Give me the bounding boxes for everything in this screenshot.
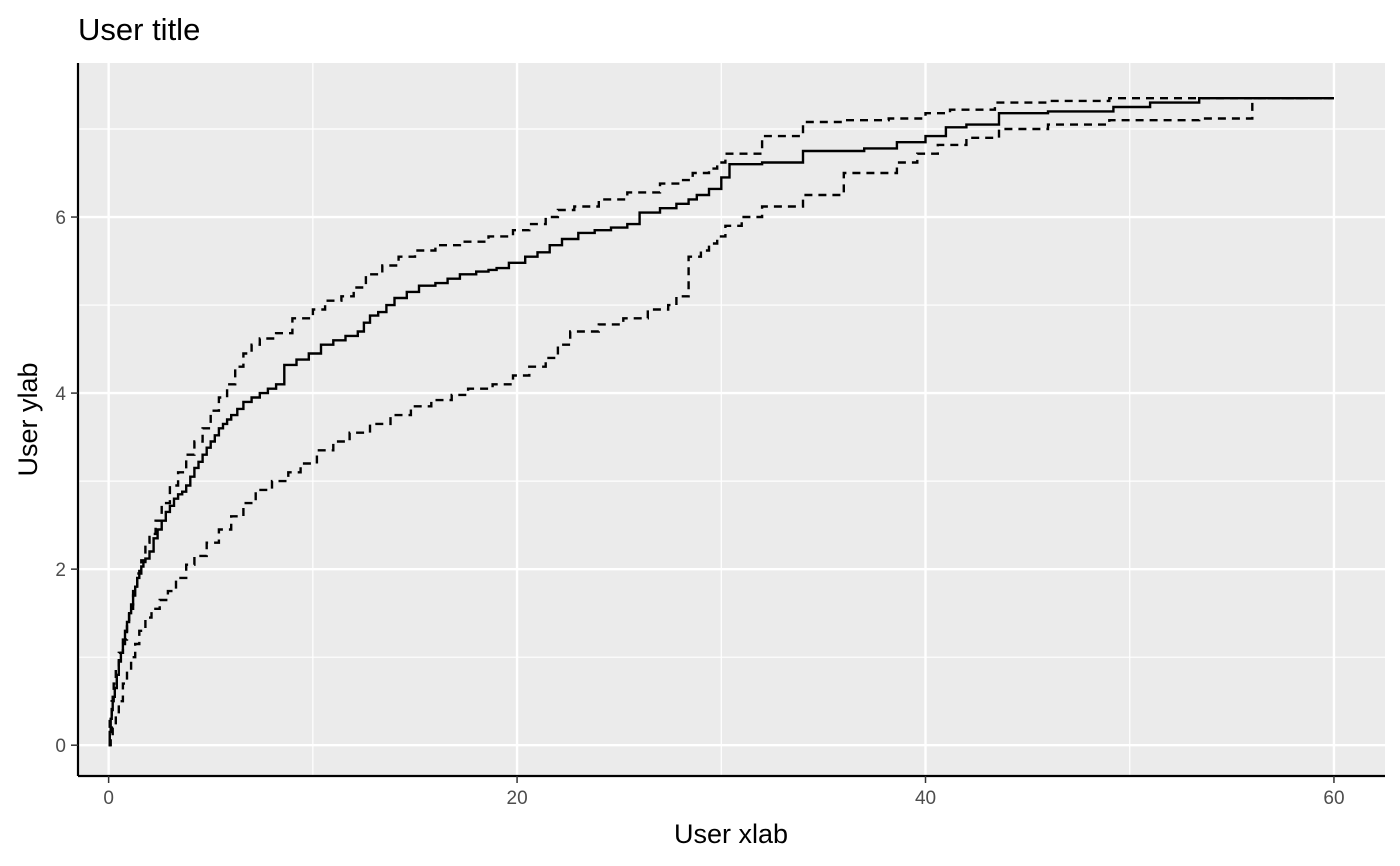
grid-major (78, 63, 1385, 776)
y-tick-label: 6 (55, 208, 66, 229)
x-axis-title: User xlab (674, 819, 788, 849)
series-line-0-solid (108, 97, 1334, 747)
y-tick-label: 0 (55, 736, 66, 757)
x-axis-ticks: 0 20 40 60 (103, 776, 1345, 809)
y-tick-label: 2 (55, 560, 66, 581)
series-layer (108, 97, 1334, 747)
y-axis-ticks: 0 2 4 6 (55, 208, 78, 757)
y-axis-title: User ylab (13, 362, 43, 476)
x-tick-label: 40 (915, 788, 936, 809)
x-tick-label: 20 (507, 788, 528, 809)
chart-title: User title (78, 12, 200, 47)
x-tick-label: 0 (103, 788, 114, 809)
y-tick-label: 4 (55, 384, 66, 405)
x-tick-label: 60 (1323, 788, 1344, 809)
series-line-2-dashed (108, 97, 1334, 747)
series-line-1-dashed (108, 97, 1334, 742)
plot-panel (78, 63, 1385, 776)
